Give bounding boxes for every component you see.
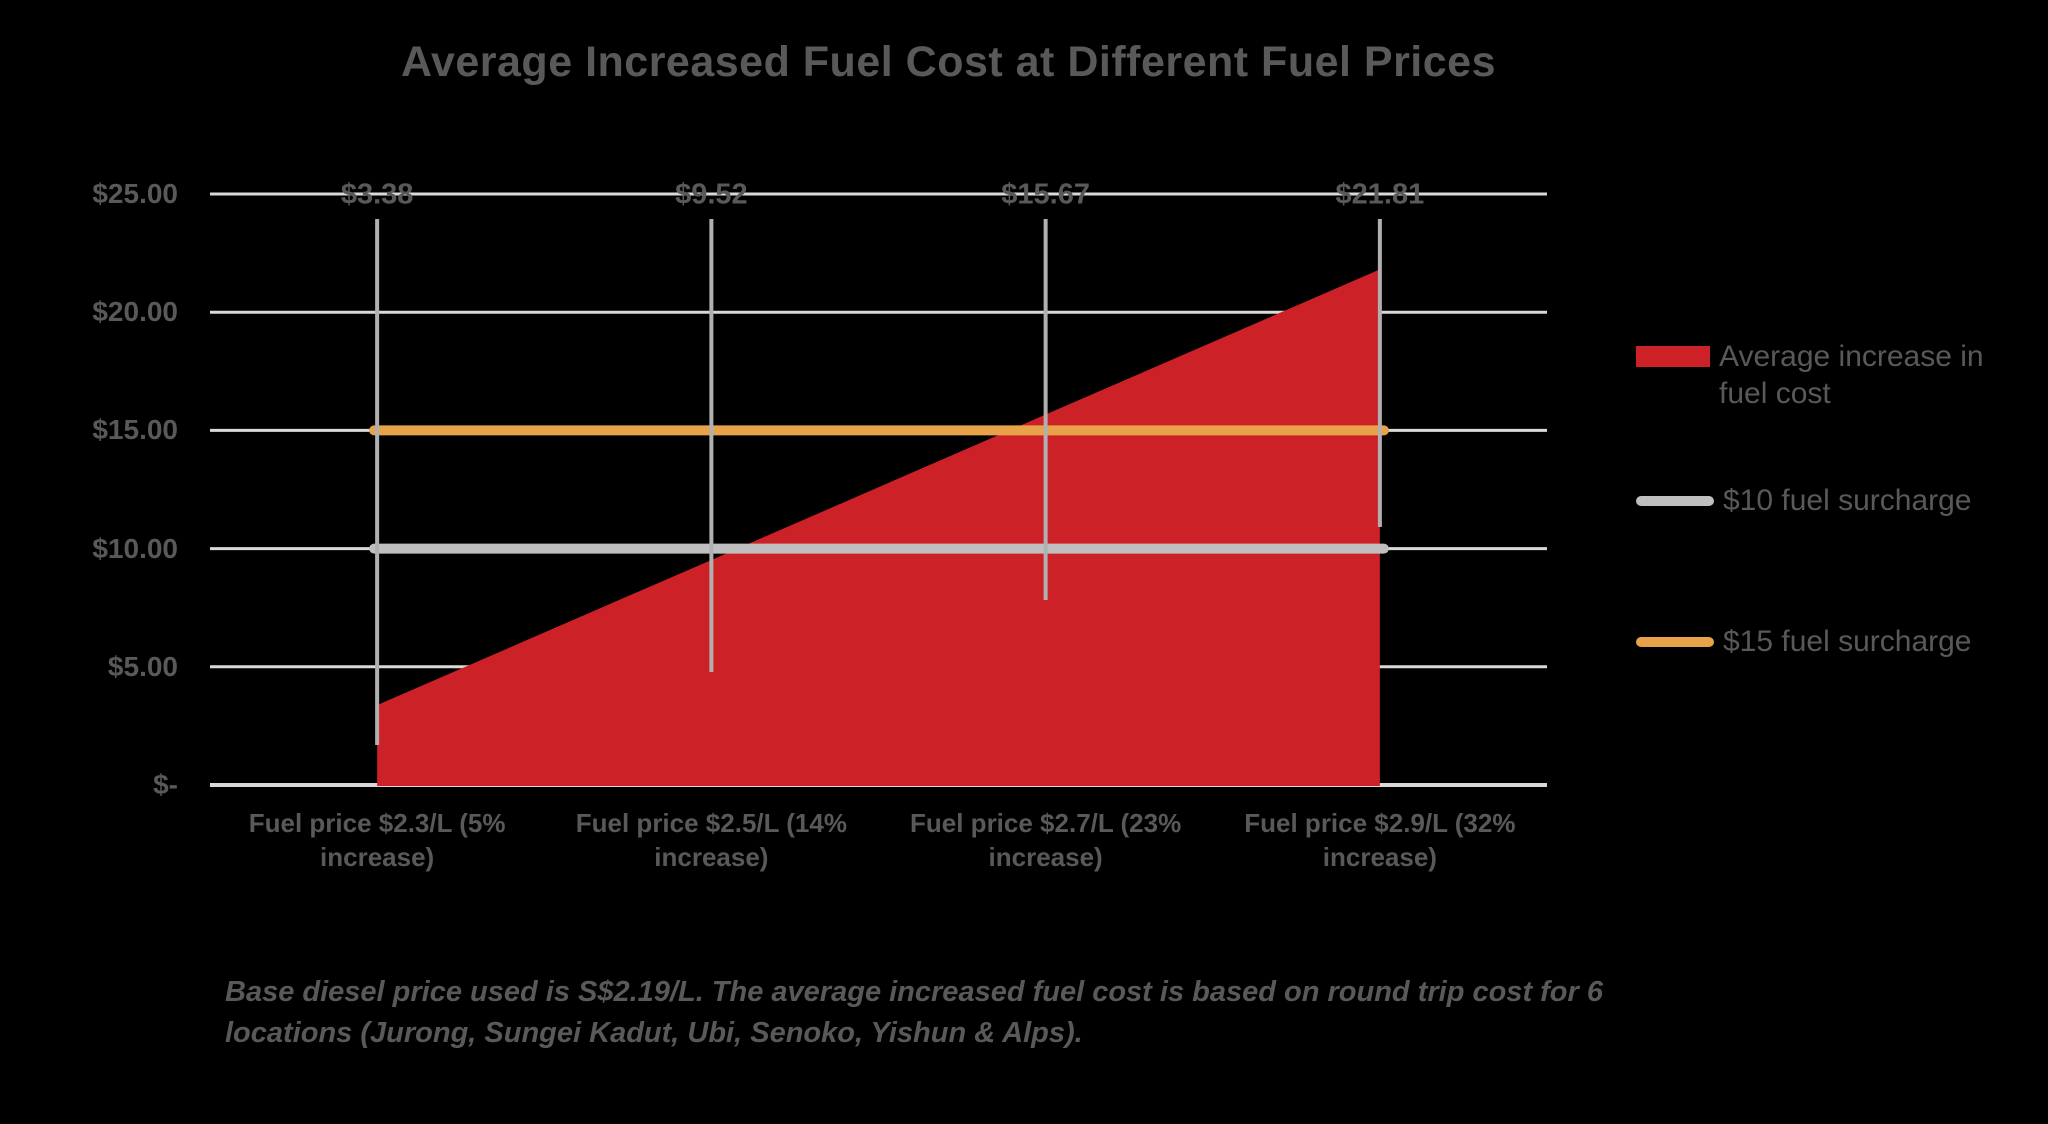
footnote-line-2: locations (Jurong, Sungei Kadut, Ubi, Se… [225,1017,1083,1049]
x-axis-label: Fuel price $2.3/L (5% increase) [248,808,506,872]
x-axis-label: Fuel price $2.5/L (14% increase) [575,808,847,872]
legend-item-10-surcharge: $10 fuel surcharge [1636,482,1972,519]
x-axis-label: Fuel price $2.9/L (32% increase) [1244,808,1516,872]
data-point-label: $21.81 [1335,178,1425,211]
x-axis-label: Fuel price $2.7/L (23% increase) [910,808,1182,872]
y-axis-label: $- [153,769,178,800]
fuel-cost-area [377,269,1380,786]
footnote-line-1: Base diesel price used is S$2.19/L. The … [225,976,1603,1008]
legend-item-15-surcharge: $15 fuel surcharge [1636,623,1972,660]
y-axis-label: $15.00 [92,414,178,446]
legend-label: $10 fuel surcharge [1723,484,1972,517]
legend-label: Average increase in fuel cost [1719,340,1984,410]
data-point-label: $9.52 [675,178,748,211]
legend-swatch-line-icon [1636,496,1714,506]
y-axis-label: $25.00 [92,178,178,209]
data-point-label: $3.38 [340,178,414,211]
legend-label: $15 fuel surcharge [1723,625,1972,658]
legend-item-average-increase: Average increase in fuel cost [1636,338,2031,412]
legend-swatch-area-icon [1636,346,1710,367]
footnote: Base diesel price used is S$2.19/L. The … [225,972,1603,1054]
y-axis-label: $10.00 [92,532,178,564]
chart-title: Average Increased Fuel Cost at Different… [401,38,1496,86]
y-axis-label: $5.00 [107,650,178,682]
y-axis-label: $20.00 [92,296,178,328]
data-point-label: $15.67 [1001,178,1090,211]
legend-swatch-line-icon [1636,637,1714,647]
